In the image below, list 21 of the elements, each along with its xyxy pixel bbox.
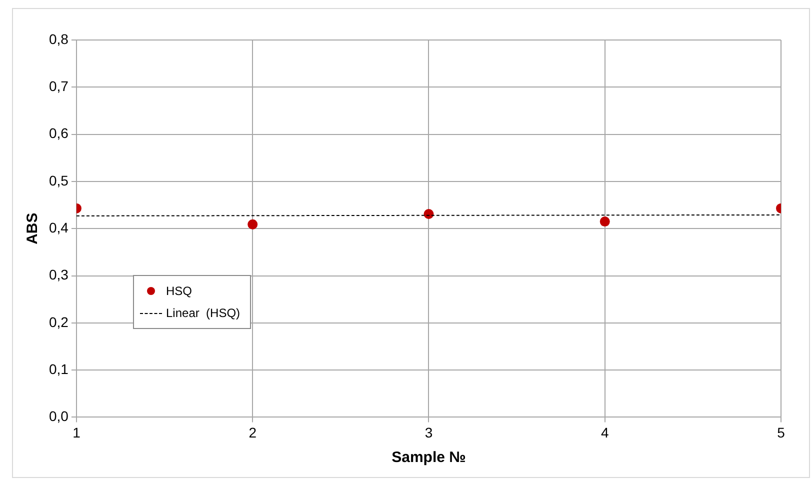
x-tick-label: 3 xyxy=(424,424,433,440)
legend-label: Linear (HSQ) xyxy=(166,305,240,322)
point xyxy=(424,208,434,219)
y-tick-label: 0,1 xyxy=(48,360,69,377)
y-tick-label: 0,2 xyxy=(48,314,69,330)
legend-label: HSQ xyxy=(166,283,192,300)
point xyxy=(248,219,258,230)
x-tick-label: 5 xyxy=(777,424,786,440)
x-tick-label: 2 xyxy=(248,424,257,440)
x-tick-label: 4 xyxy=(600,424,609,440)
y-tick-label: 0,7 xyxy=(48,78,69,94)
y-tick-label: 0,8 xyxy=(48,30,69,47)
point xyxy=(600,216,610,227)
x-tick-label: 1 xyxy=(72,424,81,440)
y-tick-label: 0,3 xyxy=(48,266,69,283)
x-axis-title: Sample № xyxy=(392,449,466,466)
y-tick-label: 0,0 xyxy=(48,408,69,424)
y-tick-label: 0,6 xyxy=(48,125,69,142)
y-tick-label: 0,5 xyxy=(48,172,69,188)
y-axis-title: ABS xyxy=(24,212,42,244)
y-tick-label: 0,4 xyxy=(48,219,69,236)
